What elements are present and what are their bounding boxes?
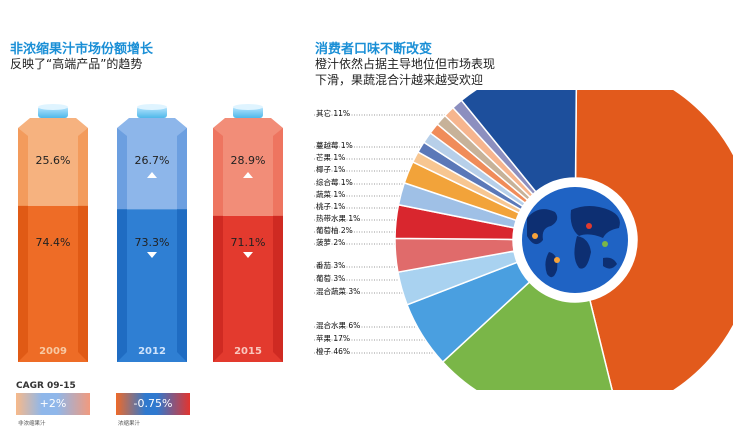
slice-label-苹果: 苹果 17% <box>316 334 351 343</box>
slice-label-橙子: 橙子 46% <box>316 347 351 356</box>
carton-cap-top-2012 <box>137 104 167 110</box>
cagr-bar-nfc: +2% <box>16 393 90 415</box>
slice-橙子 <box>574 90 733 390</box>
slice-label-混合蔬菜: 混合蔬菜 3% <box>316 287 361 296</box>
bar-bottom-side-r-2009 <box>78 205 88 362</box>
globe-land-3 <box>574 236 591 269</box>
bar-top-2012 <box>117 128 187 210</box>
bar-bottom-side-r-2015 <box>273 215 283 362</box>
bar-bottom-side-2009 <box>18 205 28 362</box>
cagr-legend-nfc: 非浓缩果汁 <box>18 421 46 427</box>
cagr-bar-fcoj: -0.75% <box>116 393 190 415</box>
bar-bottom-side-2012 <box>117 209 127 362</box>
bar-top-side-2009 <box>18 128 28 206</box>
carton-bottom-label-2009: 74.4% <box>35 236 71 249</box>
slice-label-混合水果: 混合水果 6% <box>316 321 361 330</box>
globe-dot-1 <box>586 223 592 229</box>
bar-top-side-r-2012 <box>177 128 187 210</box>
bar-top-2009 <box>18 128 88 206</box>
carton-chart <box>18 104 283 362</box>
carton-year-2012: 2012 <box>138 346 166 357</box>
slice-label-蔬菜: 蔬菜 1% <box>316 190 346 199</box>
bar-bottom-side-r-2012 <box>177 209 187 362</box>
carton-bottom-label-2012: 73.3% <box>134 236 170 249</box>
globe-dot-2 <box>602 241 608 247</box>
arrow-up-2012 <box>147 172 157 178</box>
bar-bottom-side-2015 <box>213 215 223 362</box>
slice-label-菠萝: 菠萝 2% <box>316 238 346 247</box>
slice-label-综合莓: 综合莓 1% <box>316 178 353 187</box>
bar-top-side-r-2015 <box>273 128 283 216</box>
slice-其它 <box>460 90 578 193</box>
carton-shoulder-2015 <box>213 118 283 128</box>
bar-top-side-2015 <box>213 128 223 216</box>
cagr-value-nfc: +2% <box>39 397 67 410</box>
globe-land-4 <box>603 257 617 269</box>
bar-bottom-2009 <box>18 205 88 362</box>
slice-label-芒果: 芒果 1% <box>316 153 346 162</box>
carton-year-2009: 2009 <box>39 346 67 357</box>
slice-label-葡萄柚: 葡萄柚 2% <box>316 226 353 235</box>
right-subtitle-line2: 下滑，果蔬混合汁越来越受欢迎 <box>315 73 484 87</box>
right-subtitle-line1: 橙汁依然占据主导地位但市场表现 <box>315 57 496 71</box>
left-subtitle: 反映了“高端产品”的趋势 <box>10 57 143 71</box>
globe-dot-0 <box>532 233 538 239</box>
carton-shoulder-2009 <box>18 118 88 128</box>
bar-top-side-r-2009 <box>78 128 88 206</box>
globe-land-2 <box>570 206 620 238</box>
slice-label-桃子: 桃子 1% <box>316 202 346 211</box>
bar-top-side-2012 <box>117 128 127 210</box>
cagr-legend-fcoj: 浓缩果汁 <box>118 421 141 427</box>
slice-label-其它: 其它 11% <box>316 109 351 118</box>
cagr-title: CAGR 09-15 <box>16 381 76 391</box>
carton-bottom-label-2015: 71.1% <box>230 236 266 249</box>
bar-bottom-2012 <box>117 209 187 362</box>
slice-label-热带水果: 热带水果 1% <box>316 214 361 223</box>
bar-bottom-2015 <box>213 215 283 362</box>
right-title: 消费者口味不断改变 <box>315 42 433 57</box>
carton-top-label-2009: 25.6% <box>35 154 71 167</box>
slice-label-蔓越莓: 蔓越莓 1% <box>316 141 353 150</box>
bar-top-2015 <box>213 128 283 216</box>
carton-year-2015: 2015 <box>234 346 262 357</box>
slice-苹果 <box>441 280 613 390</box>
donut-chart <box>314 90 733 390</box>
globe-dot-3 <box>554 257 560 263</box>
slice-label-番茄: 番茄 3% <box>316 261 346 270</box>
left-title: 非浓缩果汁市场份额增长 <box>10 42 154 57</box>
arrow-down-2015 <box>243 252 253 258</box>
slice-label-椰子: 椰子 1% <box>316 165 346 174</box>
cagr-value-fcoj: -0.75% <box>133 397 173 410</box>
carton-shoulder-2012 <box>117 118 187 128</box>
carton-cap-top-2015 <box>233 104 263 110</box>
arrow-down-2012 <box>147 252 157 258</box>
globe-land-1 <box>545 252 558 278</box>
carton-top-label-2012: 26.7% <box>134 154 170 167</box>
carton-cap-top-2009 <box>38 104 68 110</box>
carton-top-label-2015: 28.9% <box>230 154 266 167</box>
arrow-up-2015 <box>243 172 253 178</box>
slice-label-葡萄: 葡萄 3% <box>316 274 346 283</box>
